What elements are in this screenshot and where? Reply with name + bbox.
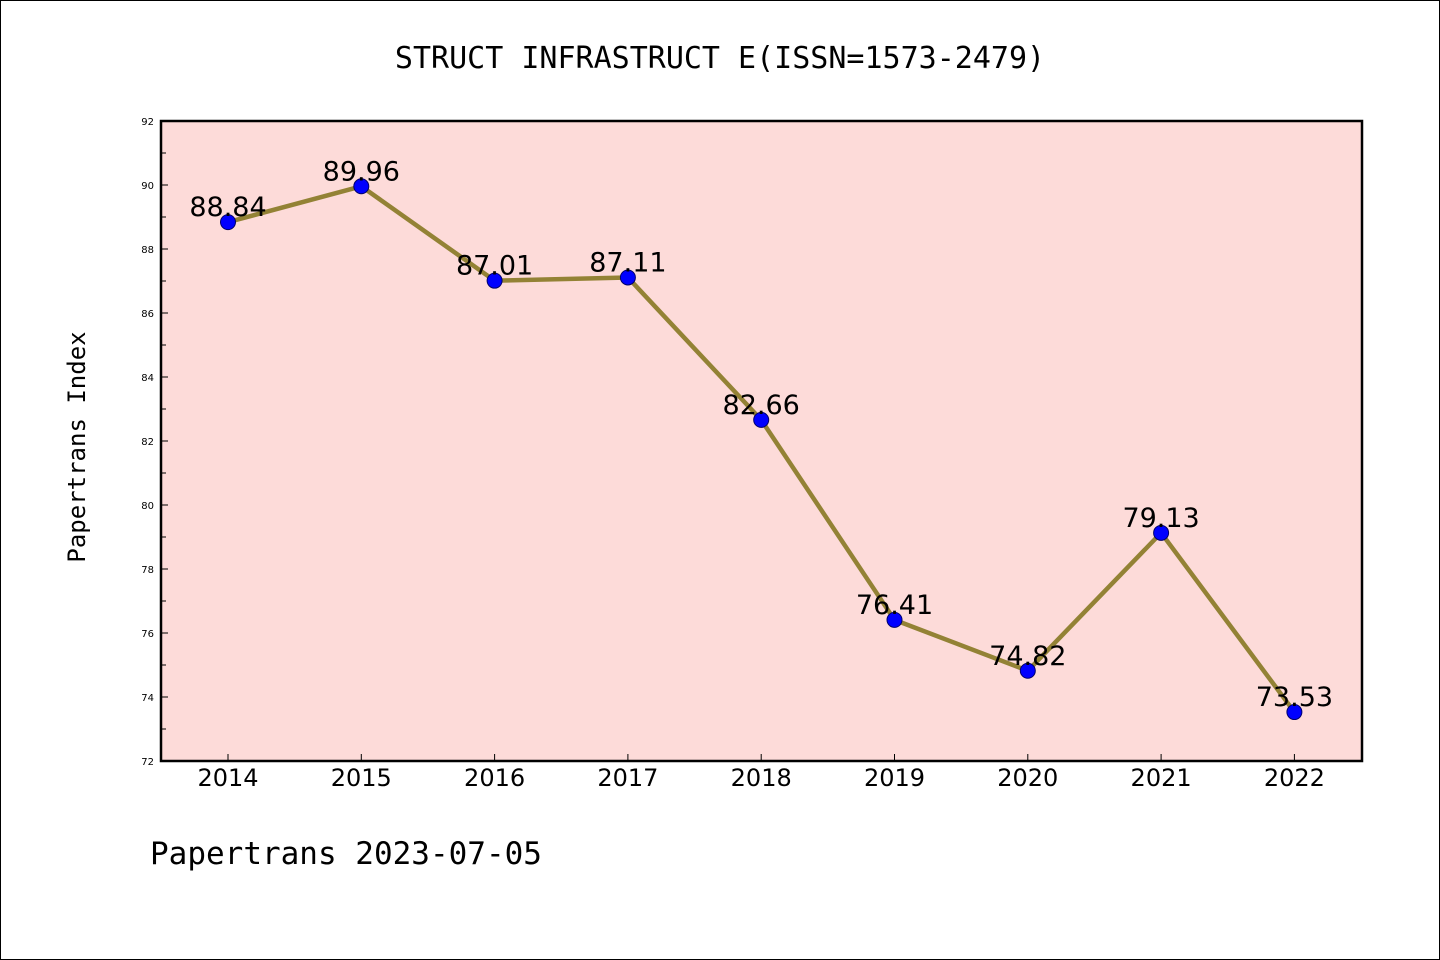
y-tick-label: 72 xyxy=(141,757,154,768)
data-label: 76.41 xyxy=(856,590,933,621)
plot-frame xyxy=(159,119,1364,763)
y-tick-label: 74 xyxy=(141,693,154,704)
data-point xyxy=(1019,662,1036,679)
data-point xyxy=(353,178,370,195)
x-tick-label: 2018 xyxy=(731,764,792,792)
data-point xyxy=(753,411,770,428)
y-tick-label: 76 xyxy=(141,629,154,640)
x-tick-label: 2017 xyxy=(597,764,658,792)
data-label: 89.96 xyxy=(323,156,400,187)
data-point xyxy=(486,272,503,289)
y-tick-label: 88 xyxy=(141,245,154,256)
y-axis-label: Papertrans Index xyxy=(63,331,91,562)
data-label: 88.84 xyxy=(189,192,266,223)
data-point xyxy=(1153,524,1170,541)
data-label: 79.13 xyxy=(1122,503,1199,534)
x-tick-label: 2020 xyxy=(997,764,1058,792)
data-label: 74.82 xyxy=(989,641,1066,672)
x-tick-label: 2015 xyxy=(331,764,392,792)
data-label: 73.53 xyxy=(1256,682,1333,713)
data-label: 82.66 xyxy=(723,390,800,421)
y-tick-label: 80 xyxy=(141,501,154,512)
y-tick-label: 82 xyxy=(141,437,154,448)
y-tick-label: 90 xyxy=(141,181,154,192)
data-point xyxy=(220,214,236,231)
y-tick-label: 86 xyxy=(141,309,154,320)
data-point xyxy=(886,611,903,628)
data-label: 87.11 xyxy=(589,247,666,278)
data-markers xyxy=(220,178,1303,721)
y-tick-label: 78 xyxy=(141,565,154,576)
plot-area xyxy=(161,121,1362,761)
chart-title: STRUCT INFRASTRUCT E(ISSN=1573-2479) xyxy=(395,41,1045,76)
x-tick-label: 2016 xyxy=(464,764,525,792)
data-label: 87.01 xyxy=(456,251,533,282)
data-labels: 88.84 89.96 87.01 87.11 82.66 76.41 74.82 79.13… xyxy=(189,156,1333,713)
data-point xyxy=(1286,704,1303,721)
x-tick-label: 2021 xyxy=(1131,764,1192,792)
x-tick-label: 2022 xyxy=(1264,764,1325,792)
data-point xyxy=(619,269,636,286)
x-tick-label: 2014 xyxy=(197,764,258,792)
x-axis: 2014 2015 2016 2017 2018 2019 2020 2021 2022 xyxy=(197,754,1325,792)
y-tick-label: 92 xyxy=(141,117,154,128)
footer-date: Papertrans 2023-07-05 xyxy=(150,836,542,872)
x-tick-label: 2019 xyxy=(864,764,925,792)
y-tick-label: 84 xyxy=(141,373,154,384)
